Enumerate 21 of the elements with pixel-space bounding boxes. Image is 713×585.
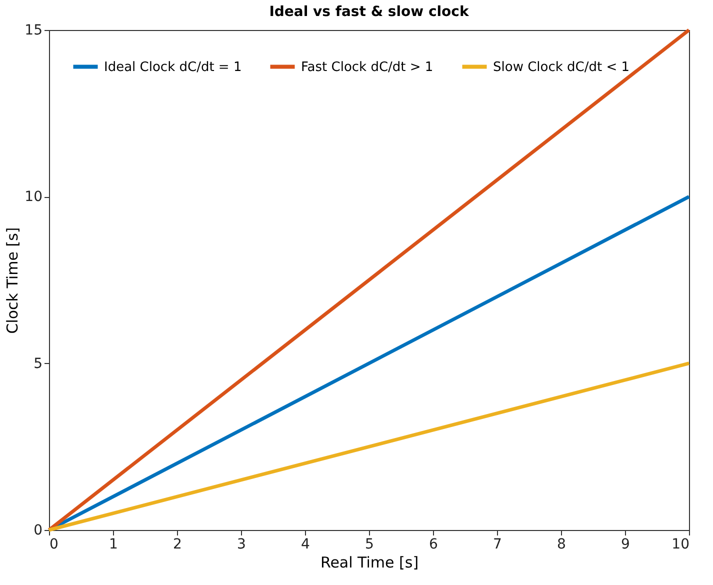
y-tick-label: 0 (34, 522, 42, 538)
x-tick-label: 1 (109, 536, 118, 552)
x-tick-label: 3 (237, 536, 246, 552)
x-tick-label: 0 (50, 536, 58, 552)
x-tick-label: 8 (557, 536, 566, 552)
legend-label: Fast Clock dC/dt > 1 (301, 60, 434, 75)
x-axis-title: Real Time [s] (320, 554, 419, 572)
y-tick-label: 15 (24, 22, 42, 38)
x-tick-label: 9 (621, 536, 630, 552)
y-tick-label: 10 (24, 189, 42, 206)
x-tick-label: 6 (429, 536, 438, 552)
y-tick-label: 5 (34, 356, 42, 372)
legend-label: Slow Clock dC/dt < 1 (493, 60, 630, 75)
x-tick-label: 10 (672, 536, 690, 552)
x-tick-label: 7 (493, 536, 502, 552)
x-tick-label: 2 (173, 536, 182, 552)
chart-title: Ideal vs fast & slow clock (269, 4, 470, 20)
legend-label: Ideal Clock dC/dt = 1 (104, 60, 242, 75)
y-axis-title: Clock Time [s] (4, 227, 22, 334)
x-tick-label: 4 (301, 536, 310, 552)
x-tick-label: 5 (365, 536, 374, 552)
